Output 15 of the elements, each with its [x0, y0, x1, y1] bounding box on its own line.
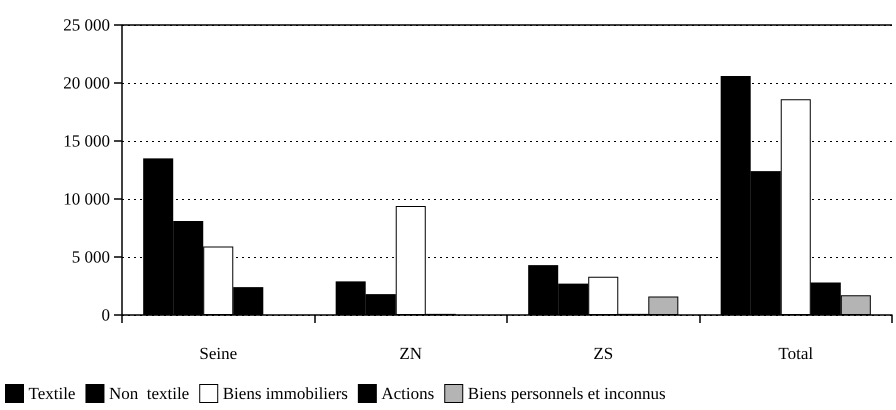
y-tick-label: 0: [102, 306, 110, 324]
legend-label: Biens personnels et inconnus: [468, 384, 666, 403]
y-tick-label: 25 000: [63, 16, 110, 34]
legend-label: Actions: [381, 384, 434, 403]
y-tick-label: 5 000: [72, 248, 110, 266]
x-tick-label: Seine: [199, 344, 238, 363]
y-tick-label: 20 000: [63, 74, 110, 92]
legend-label: Biens immobiliers: [222, 384, 348, 403]
x-tick-label: Total: [778, 344, 814, 363]
x-tick-label: ZN: [399, 344, 422, 363]
y-tick-label: 15 000: [63, 132, 110, 150]
x-tick-label: ZS: [593, 344, 614, 363]
y-tick-label: 10 000: [63, 190, 110, 208]
legend-label: Textile: [28, 384, 76, 403]
legend-label: Non textile: [108, 384, 190, 403]
